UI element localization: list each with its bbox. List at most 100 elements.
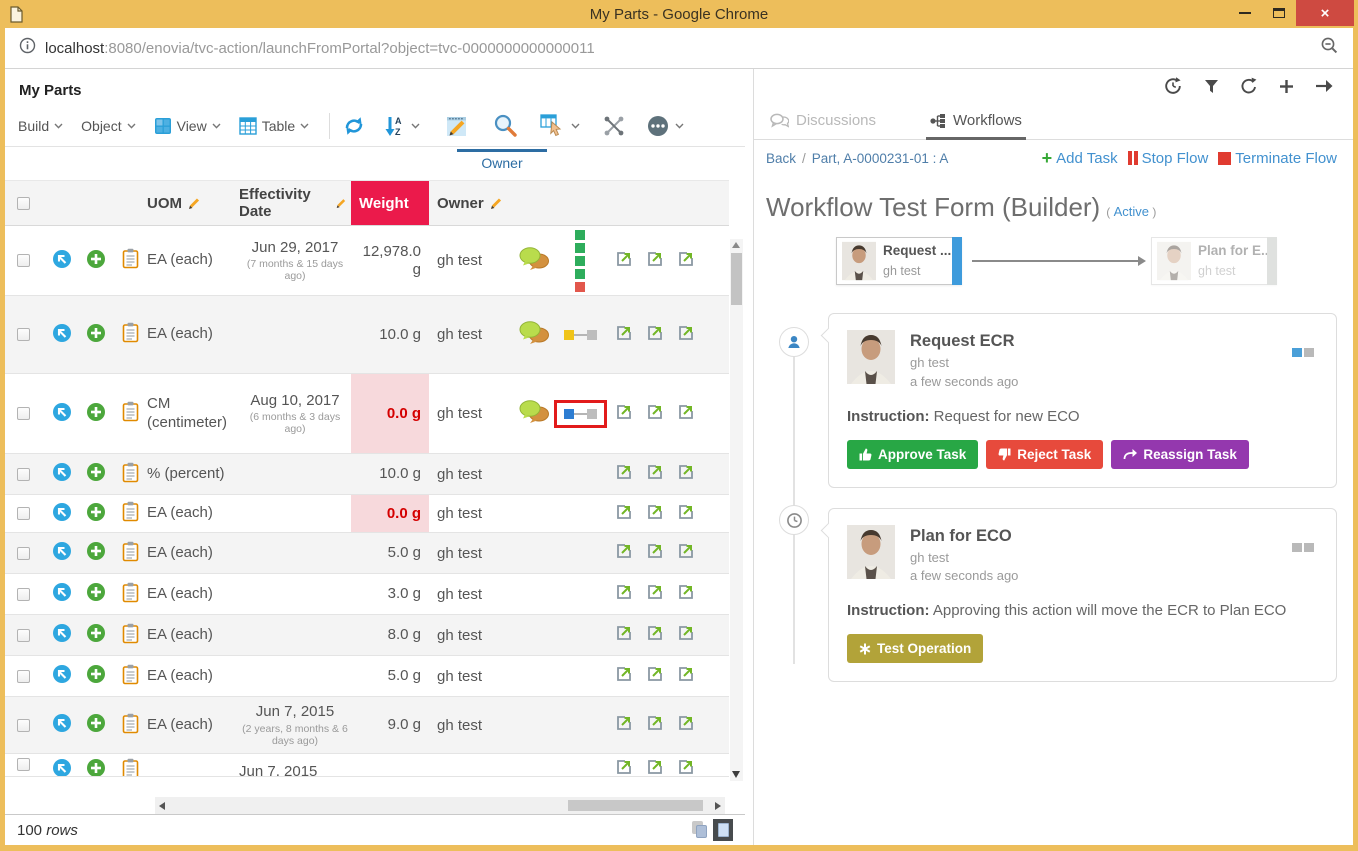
- open-link-icon[interactable]: [646, 463, 664, 485]
- clipboard-icon[interactable]: [122, 713, 139, 738]
- discussion-bubbles-icon[interactable]: [519, 399, 550, 428]
- close-button[interactable]: ×: [1296, 0, 1354, 26]
- history-icon[interactable]: [1164, 77, 1183, 95]
- row-checkbox[interactable]: [17, 546, 30, 560]
- add-child-icon[interactable]: [86, 402, 106, 426]
- more-menu-button[interactable]: [646, 114, 684, 138]
- row-checkbox[interactable]: [17, 758, 30, 771]
- open-link-icon[interactable]: [646, 714, 664, 736]
- row-checkbox[interactable]: [17, 407, 30, 420]
- filter-icon[interactable]: [1204, 79, 1219, 94]
- open-link-icon[interactable]: [615, 624, 633, 646]
- unlink-button[interactable]: [602, 115, 626, 137]
- clipboard-icon[interactable]: [122, 501, 139, 526]
- multi-page-view-icon[interactable]: [692, 821, 708, 839]
- tab-workflows[interactable]: Workflows: [926, 112, 1026, 140]
- open-link-icon[interactable]: [677, 542, 695, 564]
- table-row[interactable]: EA (each) Jun 29, 2017 (7 months & 15 day…: [5, 226, 729, 296]
- search-button[interactable]: [492, 113, 518, 139]
- row-checkbox[interactable]: [17, 587, 30, 601]
- navigate-icon[interactable]: [52, 664, 72, 688]
- approve-task-button[interactable]: Approve Task: [847, 439, 979, 469]
- open-link-icon[interactable]: [677, 403, 695, 425]
- open-link-icon[interactable]: [615, 542, 633, 564]
- scroll-down-arrow[interactable]: [732, 771, 740, 778]
- column-header-uom[interactable]: UOM: [147, 181, 239, 225]
- open-link-icon[interactable]: [615, 758, 633, 776]
- horizontal-scroll-thumb[interactable]: [568, 800, 703, 811]
- row-checkbox[interactable]: [17, 254, 30, 267]
- open-link-icon[interactable]: [677, 583, 695, 605]
- open-link-icon[interactable]: [677, 463, 695, 485]
- add-child-icon[interactable]: [86, 541, 106, 565]
- table-row[interactable]: % (percent) 10.0 g gh test: [5, 454, 729, 495]
- breadcrumb-path[interactable]: Part, A-0000231-01 : A: [811, 150, 949, 166]
- navigate-icon[interactable]: [52, 402, 72, 426]
- scroll-right-arrow[interactable]: [715, 802, 721, 810]
- column-action-menu[interactable]: [540, 114, 580, 138]
- maximize-button[interactable]: [1262, 0, 1296, 26]
- clipboard-icon[interactable]: [122, 322, 139, 347]
- reject-task-button[interactable]: Reject Task: [986, 439, 1104, 469]
- workflow-status-indicator[interactable]: [553, 399, 607, 428]
- view-menu[interactable]: View: [154, 117, 221, 135]
- open-link-icon[interactable]: [646, 250, 664, 272]
- clipboard-icon[interactable]: [122, 664, 139, 689]
- add-child-icon[interactable]: [86, 758, 106, 776]
- table-row[interactable]: CM (centimeter) Aug 10, 2017 (6 months & …: [5, 374, 729, 454]
- add-child-icon[interactable]: [86, 582, 106, 606]
- terminate-flow-button[interactable]: Terminate Flow: [1218, 150, 1337, 167]
- table-row[interactable]: EA (each) Jun 7, 2015 (2 years, 8 months …: [5, 697, 729, 754]
- edit-mode-button[interactable]: [444, 113, 470, 139]
- add-child-icon[interactable]: [86, 664, 106, 688]
- clipboard-icon[interactable]: [122, 758, 139, 776]
- add-child-icon[interactable]: [86, 713, 106, 737]
- scroll-up-arrow[interactable]: [732, 242, 740, 248]
- row-checkbox[interactable]: [17, 628, 30, 642]
- refresh-button[interactable]: [342, 115, 366, 137]
- table-menu[interactable]: Table: [239, 117, 309, 135]
- add-child-icon[interactable]: [86, 249, 106, 273]
- build-menu[interactable]: Build: [18, 118, 63, 134]
- row-checkbox[interactable]: [17, 467, 30, 481]
- horizontal-scrollbar[interactable]: [155, 797, 725, 814]
- navigate-icon[interactable]: [52, 462, 72, 486]
- navigate-icon[interactable]: [52, 323, 72, 347]
- reassign-task-button[interactable]: Reassign Task: [1111, 439, 1249, 469]
- table-row[interactable]: EA (each) 3.0 g gh test: [5, 574, 729, 615]
- object-menu[interactable]: Object: [81, 118, 136, 134]
- open-link-icon[interactable]: [646, 758, 664, 776]
- open-link-icon[interactable]: [677, 714, 695, 736]
- open-link-icon[interactable]: [677, 624, 695, 646]
- add-icon[interactable]: [1279, 79, 1294, 94]
- open-link-icon[interactable]: [615, 250, 633, 272]
- open-link-icon[interactable]: [677, 665, 695, 687]
- open-link-icon[interactable]: [615, 665, 633, 687]
- discussion-bubbles-icon[interactable]: [519, 320, 550, 349]
- vertical-scroll-thumb[interactable]: [731, 253, 742, 305]
- add-child-icon[interactable]: [86, 323, 106, 347]
- url-bar[interactable]: localhost:8080/enovia/tvc-action/launchF…: [5, 28, 1353, 69]
- forward-icon[interactable]: [1315, 79, 1333, 93]
- open-link-icon[interactable]: [646, 324, 664, 346]
- page-info-icon[interactable]: [19, 37, 36, 59]
- open-link-icon[interactable]: [615, 583, 633, 605]
- column-header-effectivity[interactable]: Effectivity Date: [239, 181, 351, 225]
- open-link-icon[interactable]: [646, 665, 664, 687]
- single-page-view-icon[interactable]: [713, 819, 733, 841]
- workflow-status-indicator[interactable]: [575, 229, 585, 292]
- add-child-icon[interactable]: [86, 623, 106, 647]
- breadcrumb-back-link[interactable]: Back: [766, 150, 797, 166]
- open-link-icon[interactable]: [677, 324, 695, 346]
- add-child-icon[interactable]: [86, 502, 106, 526]
- stop-flow-button[interactable]: Stop Flow: [1127, 150, 1208, 167]
- test-operation-button[interactable]: Test Operation: [847, 634, 984, 664]
- navigate-icon[interactable]: [52, 758, 72, 776]
- zoom-out-icon[interactable]: [1320, 36, 1339, 60]
- scroll-left-arrow[interactable]: [159, 802, 165, 810]
- navigate-icon[interactable]: [52, 249, 72, 273]
- open-link-icon[interactable]: [646, 503, 664, 525]
- clipboard-icon[interactable]: [122, 623, 139, 648]
- column-header-owner[interactable]: Owner: [429, 181, 513, 225]
